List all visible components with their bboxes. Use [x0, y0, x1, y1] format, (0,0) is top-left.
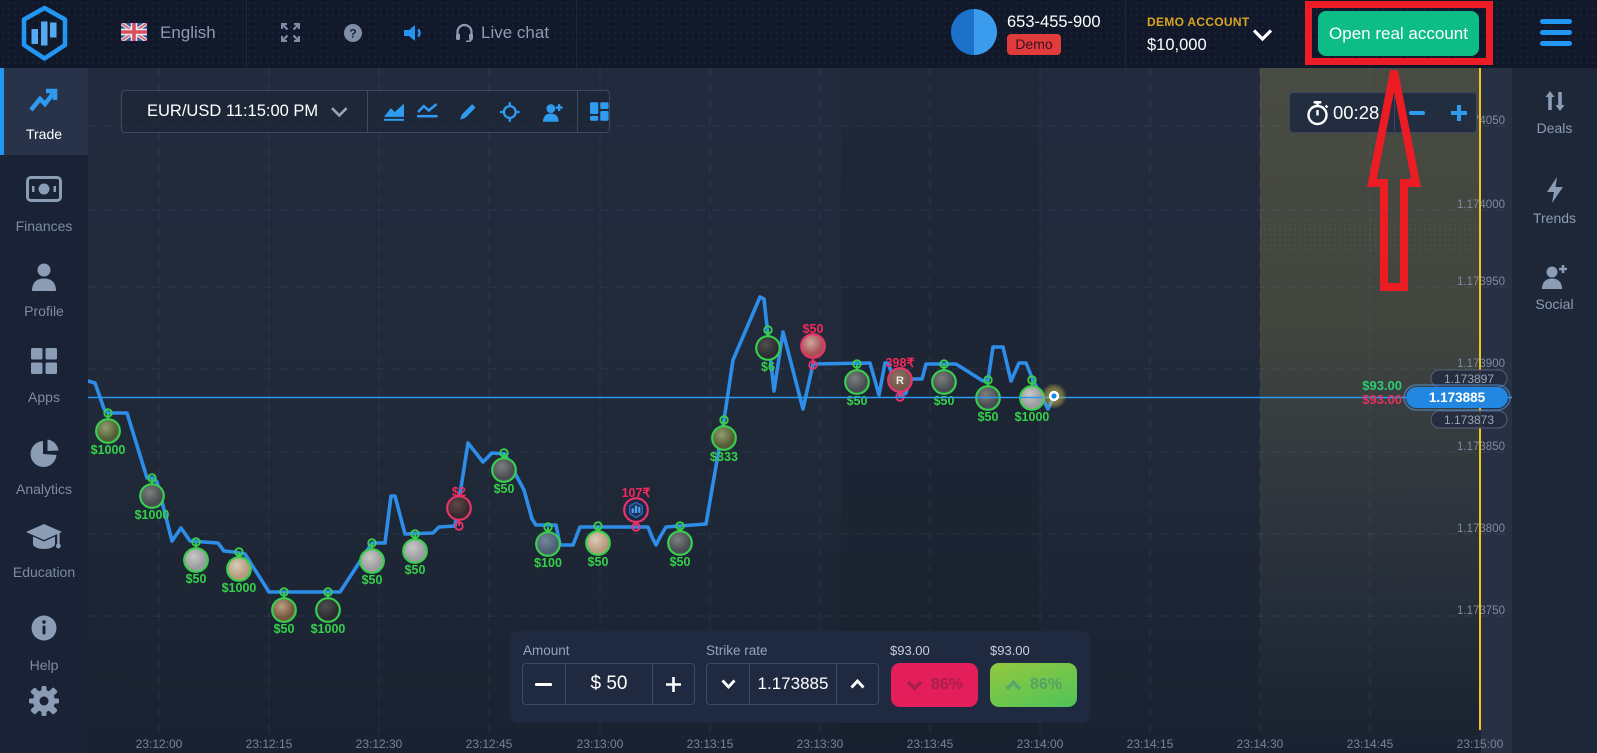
svg-text:$50: $50: [588, 555, 609, 569]
svg-text:$50: $50: [978, 410, 999, 424]
svg-text:$50: $50: [186, 572, 207, 586]
svg-text:$6: $6: [761, 360, 775, 374]
svg-text:$1000: $1000: [311, 622, 346, 636]
svg-text:23:13:30: 23:13:30: [797, 737, 844, 751]
svg-text:1.173850: 1.173850: [1457, 441, 1505, 453]
svg-text:$100: $100: [534, 556, 562, 570]
svg-text:1.173900: 1.173900: [1457, 358, 1505, 370]
svg-text:$93.00: $93.00: [1362, 392, 1402, 407]
svg-text:23:14:15: 23:14:15: [1127, 737, 1174, 751]
svg-text:$1000: $1000: [222, 581, 257, 595]
svg-text:$50: $50: [803, 322, 824, 336]
svg-text:23:14:00: 23:14:00: [1017, 737, 1064, 751]
svg-text:$50: $50: [362, 573, 383, 587]
svg-text:23:12:30: 23:12:30: [356, 737, 403, 751]
svg-text:23:12:00: 23:12:00: [136, 737, 183, 751]
svg-text:23:14:30: 23:14:30: [1237, 737, 1284, 751]
svg-text:$93.00: $93.00: [1362, 378, 1402, 393]
svg-text:23:13:15: 23:13:15: [687, 737, 734, 751]
svg-text:1.174000: 1.174000: [1457, 199, 1505, 211]
svg-text:$50: $50: [494, 482, 515, 496]
svg-text:$1000: $1000: [91, 443, 126, 457]
svg-text:$2: $2: [452, 485, 466, 499]
svg-text:23:13:00: 23:13:00: [577, 737, 624, 751]
svg-text:1.173885: 1.173885: [1429, 390, 1486, 405]
svg-text:1.173950: 1.173950: [1457, 276, 1505, 288]
svg-text:$333: $333: [710, 450, 738, 464]
svg-text:398₹: 398₹: [886, 356, 915, 370]
svg-text:23:12:45: 23:12:45: [466, 737, 513, 751]
svg-text:23:14:45: 23:14:45: [1347, 737, 1394, 751]
svg-text:$1000: $1000: [1015, 410, 1050, 424]
svg-text:107₹: 107₹: [622, 486, 651, 500]
svg-text:$50: $50: [934, 394, 955, 408]
svg-text:1.173800: 1.173800: [1457, 523, 1505, 535]
svg-text:$50: $50: [847, 394, 868, 408]
svg-text:1.173897: 1.173897: [1444, 372, 1494, 386]
svg-text:23:13:45: 23:13:45: [907, 737, 954, 751]
svg-text:1.173873: 1.173873: [1444, 413, 1494, 427]
svg-text:1.173750: 1.173750: [1457, 605, 1505, 617]
svg-text:23:15:00: 23:15:00: [1457, 737, 1504, 751]
svg-text:$50: $50: [405, 563, 426, 577]
svg-text:?: ?: [349, 26, 356, 40]
svg-text:$50: $50: [274, 622, 295, 636]
svg-text:$1000: $1000: [135, 508, 170, 522]
svg-text:$50: $50: [670, 555, 691, 569]
svg-text:23:12:15: 23:12:15: [246, 737, 293, 751]
svg-text:R: R: [896, 375, 904, 387]
